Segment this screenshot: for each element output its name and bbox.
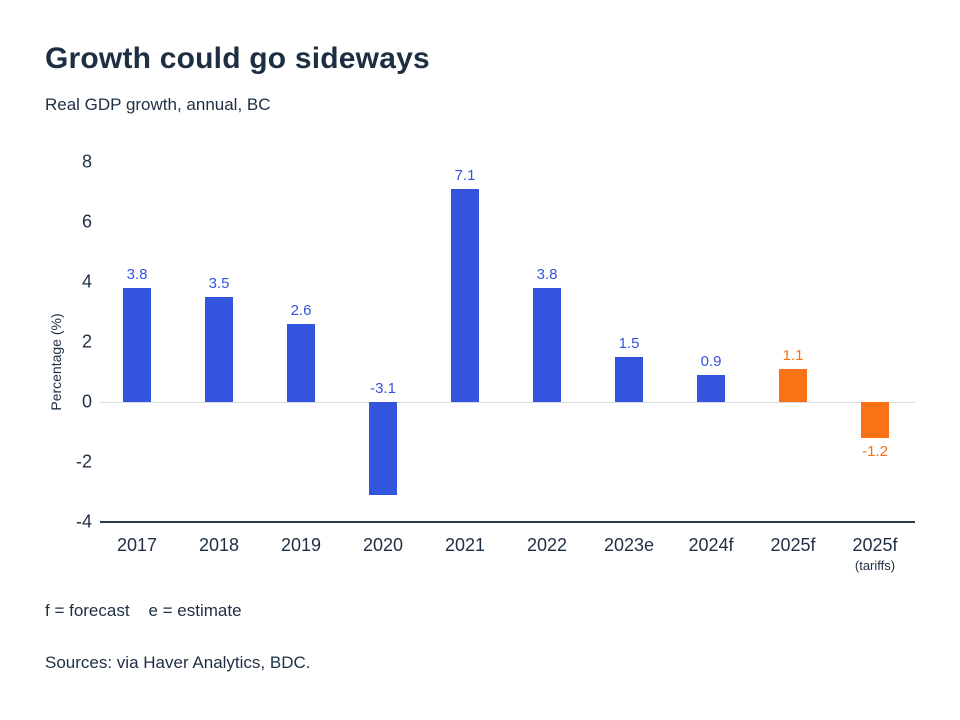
x-tick-2025f-tariffs: 2025f (tariffs) xyxy=(852,535,898,573)
zero-gridline xyxy=(100,401,915,403)
y-tick-6: 6 xyxy=(81,211,92,232)
value-label-2020: -3.1 xyxy=(370,380,396,397)
plot-area: 3.8 3.5 2.6 -3.1 7.1 3.8 1.5 0.9 1.1 -1.2 xyxy=(100,162,915,523)
value-label-2019: 2.6 xyxy=(290,302,312,319)
x-tick-2020: 2020 xyxy=(362,535,404,555)
y-tick-4: 4 xyxy=(81,271,92,292)
bar-2017 xyxy=(123,288,151,402)
x-tick-2019: 2019 xyxy=(280,535,322,555)
x-tick-2021: 2021 xyxy=(444,535,486,555)
value-label-2022: 3.8 xyxy=(536,266,558,283)
x-tick-2018: 2018 xyxy=(198,535,240,555)
bar-2024f xyxy=(697,375,725,402)
value-label-2025f-tariffs: -1.2 xyxy=(862,443,888,460)
y-tick--4: -4 xyxy=(75,511,92,532)
bar-2025f xyxy=(779,369,807,402)
x-tick-sublabel: (tariffs) xyxy=(854,558,896,573)
value-label-2018: 3.5 xyxy=(208,275,230,292)
x-tick-2017: 2017 xyxy=(116,535,158,555)
bar-2018 xyxy=(205,297,233,402)
y-tick-2: 2 xyxy=(81,331,92,352)
chart-title: Growth could go sideways xyxy=(45,42,430,75)
bar-2019 xyxy=(287,324,315,402)
sources: Sources: via Haver Analytics, BDC. xyxy=(45,653,311,672)
value-label-2025f: 1.1 xyxy=(782,347,804,364)
y-tick-8: 8 xyxy=(81,151,92,172)
bar-2020 xyxy=(369,402,397,495)
bar-2021 xyxy=(451,189,479,402)
x-tick-2024f: 2024f xyxy=(688,535,734,555)
value-label-2021: 7.1 xyxy=(454,167,476,184)
bar-2022 xyxy=(533,288,561,402)
footnote: f = forecast e = estimate xyxy=(45,601,242,620)
y-tick--2: -2 xyxy=(75,451,92,472)
value-label-2024f: 0.9 xyxy=(700,353,722,370)
x-tick-2023e: 2023e xyxy=(603,535,655,555)
bar-2025f-tariffs xyxy=(861,402,889,438)
chart-subtitle: Real GDP growth, annual, BC xyxy=(45,95,271,114)
y-tick-0: 0 xyxy=(81,391,92,412)
bar-2023e xyxy=(615,357,643,402)
value-label-2023e: 1.5 xyxy=(618,335,640,352)
value-label-2017: 3.8 xyxy=(126,266,148,283)
x-tick-2022: 2022 xyxy=(526,535,568,555)
x-axis-line xyxy=(100,521,915,523)
x-tick-2025f: 2025f xyxy=(770,535,816,555)
